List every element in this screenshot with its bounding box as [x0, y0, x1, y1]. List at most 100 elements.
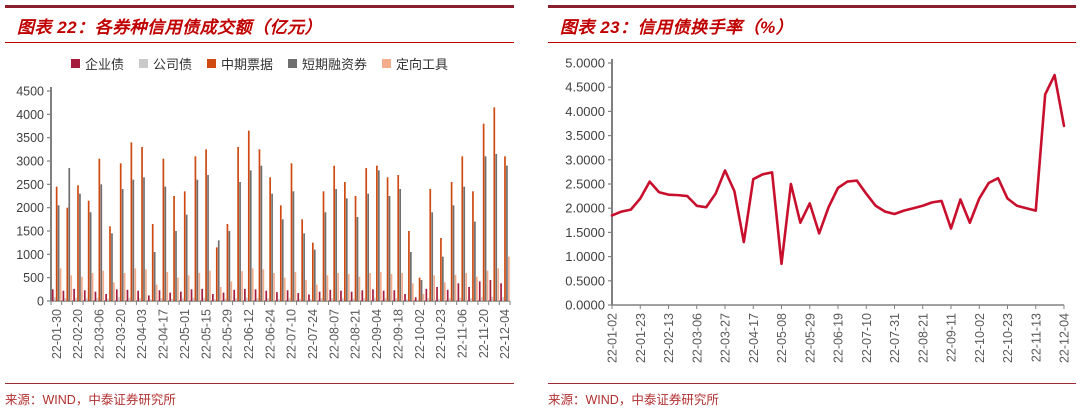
bar [393, 290, 396, 301]
bar [130, 142, 133, 301]
bar [367, 193, 370, 301]
bar [500, 283, 502, 301]
bar [299, 298, 302, 301]
bar [486, 270, 489, 301]
bar [109, 226, 111, 301]
figure-22-title: 图表 22：各券种信用债成交额（亿元） [17, 18, 323, 37]
bar [431, 212, 434, 301]
bar [281, 219, 284, 301]
bar [224, 298, 227, 301]
bar [493, 107, 496, 301]
bar [132, 179, 135, 301]
bar-chart-legend: 企业债 公司债 中期票据 短期融资券 定向工具 [5, 54, 514, 73]
bar [318, 291, 321, 301]
bar [173, 196, 175, 301]
bar [251, 268, 254, 301]
bar [305, 280, 307, 301]
bar [340, 290, 342, 301]
legend-swatch-icon [288, 59, 297, 68]
x-axis-labels: 22-01-02 22-01-23 22-02-13 22-03-06 22-03-27… [606, 313, 1072, 363]
axis-tick-label: 22-06-12 [242, 309, 256, 359]
bar [89, 212, 92, 301]
axis-tick-label: 22-04-03 [135, 309, 149, 359]
bar [126, 289, 129, 301]
bar [411, 283, 414, 301]
bar [390, 273, 393, 301]
axis-tick-label: 22-08-07 [327, 309, 341, 359]
axis-tick-label: 1.5000 [565, 225, 605, 240]
bar [260, 165, 263, 301]
bar [399, 189, 402, 301]
axis-tick-label: 22-07-31 [888, 313, 902, 363]
legend-item: 定向工具 [382, 54, 448, 73]
bar [177, 277, 179, 301]
bar [166, 272, 169, 301]
line-chart: 5.0000 4.5000 4.0000 3.5000 3.0000 2.5000 2.00… [565, 56, 1072, 364]
bar [476, 276, 478, 301]
axis-tick-label: 4000 [16, 108, 44, 122]
legend-label: 中期票据 [220, 57, 273, 72]
axis-tick-label: 3000 [16, 155, 44, 169]
bar [408, 231, 410, 301]
bar [506, 165, 508, 301]
bar [239, 182, 241, 301]
bar [79, 193, 81, 301]
bar [480, 297, 483, 301]
legend-item: 企业债 [70, 54, 124, 73]
bar [249, 170, 252, 301]
bar [123, 273, 126, 301]
axis-tick-label: 22-03-27 [719, 313, 733, 363]
bar [395, 298, 398, 301]
bar [258, 149, 261, 301]
legend-label: 定向工具 [396, 57, 449, 72]
bar [194, 156, 197, 301]
legend-label: 企业债 [84, 57, 124, 72]
bar [98, 158, 101, 301]
bar [474, 221, 476, 301]
bar [404, 294, 406, 301]
axis-tick-label: 2000 [16, 201, 44, 215]
bar [196, 179, 199, 301]
bar [446, 289, 449, 301]
axis-tick-label: 0.0000 [565, 298, 605, 313]
bar [117, 297, 120, 301]
bar [358, 276, 361, 301]
axis-tick-label: 3.0000 [565, 152, 605, 167]
bar [205, 149, 207, 301]
bar [107, 298, 109, 301]
bar [162, 158, 165, 301]
bar [87, 200, 90, 301]
bar [171, 298, 173, 301]
bar [452, 205, 455, 301]
bar [155, 284, 158, 301]
bar [376, 165, 378, 301]
axis-tick-label: 22-12-04 [498, 309, 512, 359]
bar [454, 274, 457, 301]
bar [151, 224, 154, 301]
legend-swatch-icon [70, 59, 80, 68]
bar [450, 182, 453, 301]
bar [115, 289, 118, 301]
bar [201, 288, 204, 301]
bar [121, 189, 124, 301]
axis-tick-label: 22-09-04 [370, 309, 384, 359]
bar [143, 177, 145, 301]
bar [105, 294, 107, 301]
title-underline [548, 42, 1076, 43]
bar [461, 156, 464, 301]
figure-23-source-note: 来源：WIND，中泰证券研究所 [548, 383, 1076, 408]
bar [147, 295, 150, 301]
title-underline [5, 42, 514, 43]
axis-tick-label: 22-01-02 [606, 313, 620, 363]
bar [96, 297, 99, 301]
axis-tick-label: 22-12-04 [1058, 313, 1072, 363]
bar [137, 290, 139, 301]
bar [290, 163, 293, 301]
axis-tick-label: 22-05-01 [178, 309, 192, 359]
axis-tick-label: 22-03-20 [114, 309, 128, 359]
axis-tick-label: 2.5000 [565, 177, 605, 192]
bar [468, 287, 470, 301]
bar [406, 299, 408, 301]
axis-tick-label: 2.0000 [565, 201, 605, 216]
bar [377, 170, 380, 301]
